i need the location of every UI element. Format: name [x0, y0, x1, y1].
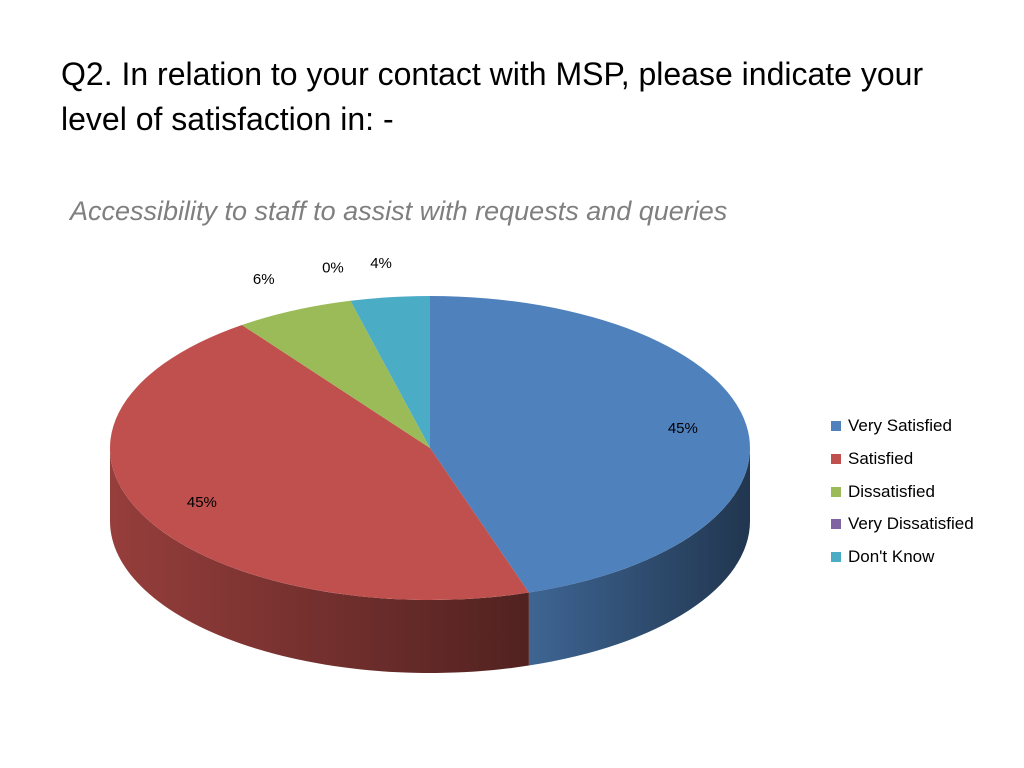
- pie-side-satisfied: [110, 448, 529, 673]
- legend-item-don-t-know: Don't Know: [831, 541, 974, 574]
- legend-swatch: [831, 519, 841, 530]
- pie-tops: [109, 296, 751, 600]
- legend-label: Very Dissatisfied: [848, 514, 974, 534]
- pie-slice-very-satisfied: [430, 296, 751, 593]
- pie-sides: [110, 448, 750, 673]
- legend-item-very-dissatisfied: Very Dissatisfied: [831, 508, 974, 541]
- chart-title: Accessibility to staff to assist with re…: [70, 196, 728, 226]
- legend-label: Satisfied: [848, 449, 914, 469]
- legend-swatch: [831, 421, 841, 432]
- legend-item-satisfied: Satisfied: [831, 443, 974, 476]
- pie-slice-dissatisfied: [241, 300, 430, 448]
- pie-side-very-satisfied: [528, 448, 750, 666]
- pie-slice-satisfied: [109, 325, 529, 600]
- legend-item-very-satisfied: Very Satisfied: [831, 410, 974, 443]
- legend-label: Don't Know: [848, 547, 935, 567]
- data-label-don-t-know: 4%: [370, 255, 392, 272]
- pie-slice-don-t-know: [350, 296, 430, 448]
- legend-label: Dissatisfied: [848, 481, 935, 501]
- legend-label: Very Satisfied: [848, 416, 952, 436]
- legend-item-dissatisfied: Dissatisfied: [831, 475, 974, 508]
- chart-legend: Very Satisfied Satisfied Dissatisfied Very …: [831, 410, 974, 573]
- pie-labels: 45% 45% 6% 0% 4%: [187, 255, 698, 511]
- data-label-very-satisfied: 45%: [668, 420, 698, 437]
- legend-swatch: [831, 552, 841, 563]
- slide-title: Q2. In relation to your contact with MSP…: [61, 56, 924, 137]
- legend-swatch: [831, 454, 841, 465]
- data-label-very-dissatisfied: 0%: [322, 259, 344, 276]
- legend-swatch: [831, 486, 841, 497]
- data-label-dissatisfied: 6%: [253, 271, 275, 288]
- data-label-satisfied: 45%: [187, 494, 217, 511]
